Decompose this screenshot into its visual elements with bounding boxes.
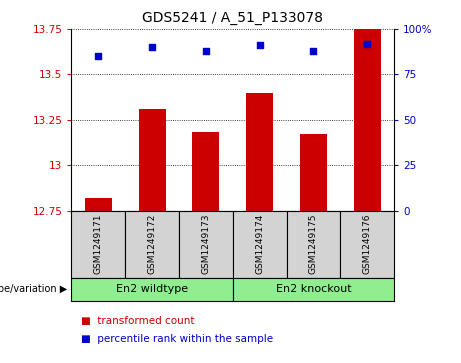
Text: GSM1249174: GSM1249174 [255,214,264,274]
Text: GSM1249176: GSM1249176 [363,214,372,274]
Text: En2 knockout: En2 knockout [276,285,351,294]
Text: GSM1249173: GSM1249173 [201,214,210,274]
Point [148,44,156,50]
Point [95,53,102,59]
Point [310,48,317,54]
Bar [193,132,219,211]
Text: GSM1249171: GSM1249171 [94,214,103,274]
Text: GSM1249172: GSM1249172 [148,214,157,274]
Text: ■  transformed count: ■ transformed count [81,316,194,326]
Title: GDS5241 / A_51_P133078: GDS5241 / A_51_P133078 [142,11,323,25]
Text: genotype/variation ▶: genotype/variation ▶ [0,285,67,294]
Text: GSM1249175: GSM1249175 [309,214,318,274]
Bar [300,134,327,211]
Text: ■  percentile rank within the sample: ■ percentile rank within the sample [81,334,273,344]
Point [364,41,371,46]
Bar [354,29,381,211]
Point [202,48,210,54]
Bar [246,93,273,211]
Point [256,42,263,48]
Bar [85,198,112,211]
Bar [139,109,165,211]
Text: En2 wildtype: En2 wildtype [116,285,188,294]
